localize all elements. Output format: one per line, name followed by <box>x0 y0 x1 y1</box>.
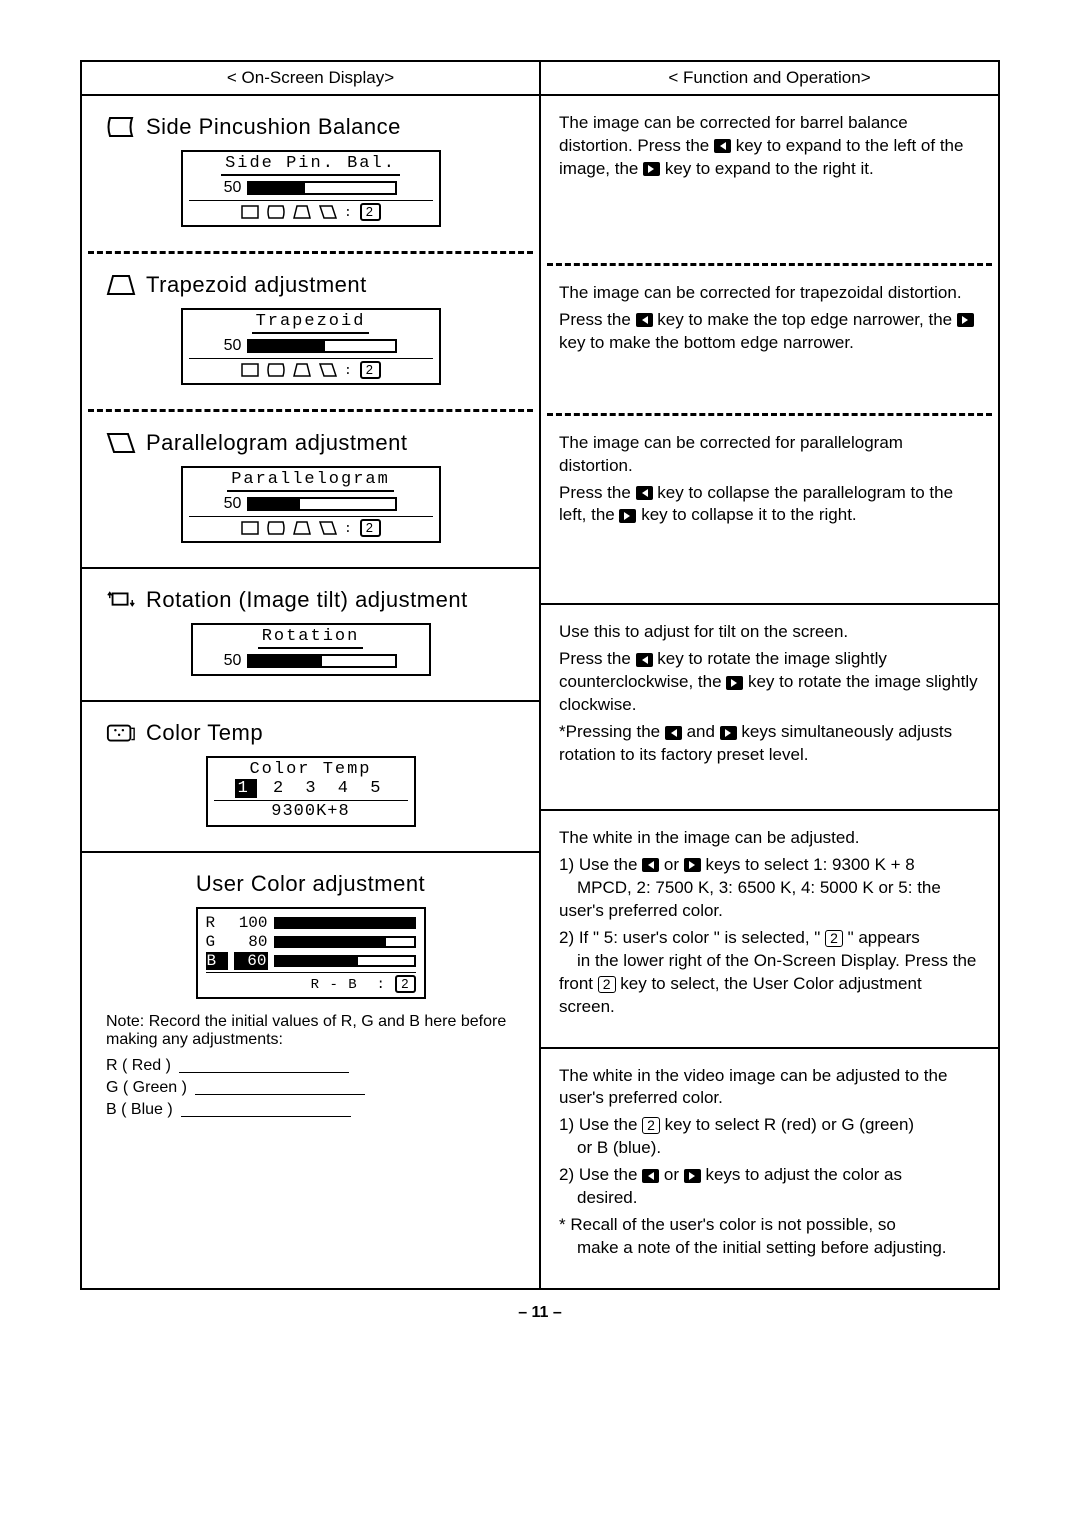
desc-text: * Recall of the user's color is not poss… <box>559 1214 980 1260</box>
rotation-icon <box>106 589 136 611</box>
usercolor-note: Note: Record the initial values of R, G … <box>106 1013 515 1049</box>
desc-text: *Pressing the and keys simultaneously ad… <box>559 721 980 767</box>
key-2-icon: 2 <box>642 1117 660 1134</box>
right-key-icon <box>726 676 743 690</box>
desc-text: Use this to adjust for tilt on the scree… <box>559 621 980 644</box>
section-title: Rotation (Image tilt) adjustment <box>146 587 468 613</box>
osd-icon-row: :2 <box>189 358 433 379</box>
osd-section: Parallelogram adjustment Parallelogram 5… <box>82 412 539 567</box>
right-key-icon <box>619 509 636 523</box>
osd-bar <box>247 654 397 668</box>
trapezoid-icon <box>106 274 136 296</box>
right-key-icon <box>643 162 660 176</box>
color-temp-icon <box>106 722 136 744</box>
desc-text: 1) Use the 2 key to select R (red) or G … <box>559 1114 980 1160</box>
key-2-icon: 2 <box>360 361 381 379</box>
osd-section: Rotation (Image tilt) adjustment Rotatio… <box>82 569 539 700</box>
pincushion-balance-icon <box>106 116 136 138</box>
usercolor-box: R100 G80 B60 R - B : 2 <box>196 907 426 999</box>
table-body: Side Pincushion Balance Side Pin. Bal. 5… <box>82 96 998 1288</box>
desc-section: The image can be corrected for trapezoid… <box>541 266 998 383</box>
left-key-icon <box>642 1169 659 1183</box>
colortemp-box: Color Temp 1 2 3 4 5 9300K+8 <box>206 756 416 827</box>
section-title: Trapezoid adjustment <box>146 272 367 298</box>
desc-text: Press the key to make the top edge narro… <box>559 309 980 355</box>
desc-text: The image can be corrected for parallelo… <box>559 432 980 478</box>
parallelogram-icon <box>106 432 136 454</box>
left-key-icon <box>636 486 653 500</box>
desc-text: 2) If " 5: user's color " is selected, "… <box>559 927 980 1019</box>
osd-bar <box>247 339 397 353</box>
osd-icon-row: :2 <box>189 516 433 537</box>
desc-text: 2) Use the or keys to adjust the color a… <box>559 1164 980 1210</box>
section-title: User Color adjustment <box>196 871 425 897</box>
desc-section: The white in the image can be adjusted. … <box>541 811 998 1047</box>
key-2-icon: 2 <box>598 976 616 993</box>
right-key-icon <box>957 313 974 327</box>
osd-column: Side Pincushion Balance Side Pin. Bal. 5… <box>82 96 541 1288</box>
right-key-icon <box>684 858 701 872</box>
osd-box: Side Pin. Bal. 50 :2 <box>181 150 441 227</box>
osd-box: Trapezoid 50 :2 <box>181 308 441 385</box>
desc-text: The white in the video image can be adju… <box>559 1065 980 1111</box>
section-title: Color Temp <box>146 720 263 746</box>
key-2-icon: 2 <box>360 519 381 537</box>
osd-section: User Color adjustment R100 G80 B60 R - B… <box>82 853 539 1147</box>
desc-text: The white in the image can be adjusted. <box>559 827 980 850</box>
desc-text: Press the key to rotate the image slight… <box>559 648 980 717</box>
key-2-icon: 2 <box>825 930 843 947</box>
osd-section: Color Temp Color Temp 1 2 3 4 5 9300K+8 <box>82 702 539 851</box>
usercolor-footer: R - B : 2 <box>206 972 416 993</box>
desc-section: The image can be corrected for barrel ba… <box>541 96 998 209</box>
osd-section: Trapezoid adjustment Trapezoid 50 :2 <box>82 254 539 409</box>
osd-box: Rotation 50 <box>191 623 431 676</box>
osd-bar <box>247 497 397 511</box>
right-key-icon <box>720 726 737 740</box>
table-header: < On-Screen Display> < Function and Oper… <box>82 62 998 96</box>
osd-section: Side Pincushion Balance Side Pin. Bal. 5… <box>82 96 539 251</box>
page-number: – 11 – <box>80 1304 1000 1322</box>
desc-section: The white in the video image can be adju… <box>541 1049 998 1289</box>
osd-icon-row: :2 <box>189 200 433 221</box>
desc-text: The image can be corrected for trapezoid… <box>559 282 980 305</box>
section-title: Parallelogram adjustment <box>146 430 407 456</box>
right-key-icon <box>684 1169 701 1183</box>
col-header-left: < On-Screen Display> <box>82 62 541 96</box>
left-key-icon <box>665 726 682 740</box>
osd-bar <box>247 181 397 195</box>
manual-table: < On-Screen Display> < Function and Oper… <box>80 60 1000 1290</box>
desc-text: The image can be corrected for barrel ba… <box>559 112 980 181</box>
left-key-icon <box>714 139 731 153</box>
col-header-right: < Function and Operation> <box>541 62 998 96</box>
left-key-icon <box>642 858 659 872</box>
desc-text: Press the key to collapse the parallelog… <box>559 482 980 528</box>
left-key-icon <box>636 313 653 327</box>
osd-box: Parallelogram 50 :2 <box>181 466 441 543</box>
colortemp-options: 1 2 3 4 5 <box>214 779 408 798</box>
key-2-icon: 2 <box>360 203 381 221</box>
desc-section: The image can be corrected for parallelo… <box>541 416 998 556</box>
section-title: Side Pincushion Balance <box>146 114 401 140</box>
left-key-icon <box>636 653 653 667</box>
desc-text: 1) Use the or keys to select 1: 9300 K +… <box>559 854 980 923</box>
function-column: The image can be corrected for barrel ba… <box>541 96 998 1288</box>
color-record-lines: R ( Red ) G ( Green ) B ( Blue ) <box>106 1057 515 1119</box>
desc-section: Use this to adjust for tilt on the scree… <box>541 605 998 795</box>
